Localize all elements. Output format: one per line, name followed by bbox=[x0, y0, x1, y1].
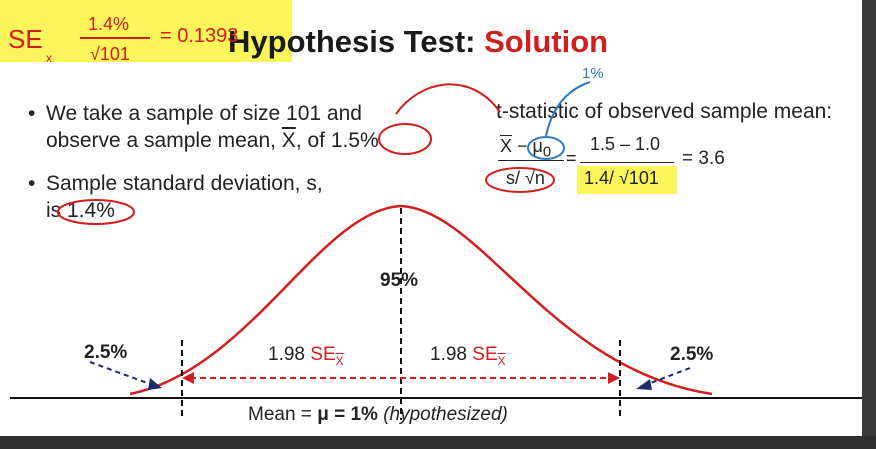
highlight-box-denominator bbox=[577, 166, 677, 194]
bullet-text: Sample standard deviation, s, bbox=[46, 172, 323, 195]
fraction-bar bbox=[580, 162, 674, 163]
right-tail-label: 2.5% bbox=[670, 344, 714, 365]
slide: Hypothesis Test: Solution • We take a sam… bbox=[0, 0, 862, 436]
arrowhead-right bbox=[608, 372, 620, 384]
left-tail-pointer bbox=[89, 361, 151, 385]
arrowhead-left bbox=[182, 372, 194, 384]
bullet-dot: • bbox=[28, 102, 36, 125]
fraction-bar bbox=[498, 160, 564, 161]
bell-curve bbox=[129, 204, 713, 396]
values-denominator: 1.4/ √101 bbox=[584, 168, 659, 188]
normal-curve-diagram bbox=[10, 204, 862, 420]
window-border-bottom bbox=[0, 436, 876, 449]
bullet-sample: • We take a sample of size 101 and observ… bbox=[28, 100, 379, 154]
bullet-text: We take a sample of size 101 and bbox=[46, 102, 362, 125]
right-tail-arrowhead bbox=[636, 379, 652, 390]
highlight-box bbox=[0, 0, 292, 62]
left-se-label: 1.98 SEX bbox=[268, 344, 344, 368]
title-text: Hypothesis Test: bbox=[228, 24, 485, 59]
tstat-result: = 3.6 bbox=[682, 148, 725, 169]
formula-xbar: X bbox=[500, 136, 513, 156]
slide-title: Hypothesis Test: Solution bbox=[228, 24, 608, 60]
title-solution: Solution bbox=[484, 24, 609, 59]
center-area-label: 95% bbox=[380, 270, 419, 291]
right-tail-pointer bbox=[647, 367, 691, 385]
mean-label: Mean = μ = 1% (hypothesized) bbox=[248, 404, 508, 425]
values-numerator: 1.5 – 1.0 bbox=[590, 134, 661, 154]
equals-sign: = bbox=[566, 148, 577, 168]
window-border-right bbox=[862, 0, 876, 449]
bullet-text: observe a sample mean, bbox=[46, 129, 282, 152]
left-tail-arrowhead bbox=[148, 378, 162, 390]
right-se-label: 1.98 SEX bbox=[430, 344, 506, 368]
xbar-symbol: X bbox=[281, 129, 296, 152]
left-tail-label: 2.5% bbox=[84, 342, 128, 363]
bullet-dot: • bbox=[28, 172, 36, 195]
bullet-text: , of 1.5% bbox=[295, 129, 379, 152]
